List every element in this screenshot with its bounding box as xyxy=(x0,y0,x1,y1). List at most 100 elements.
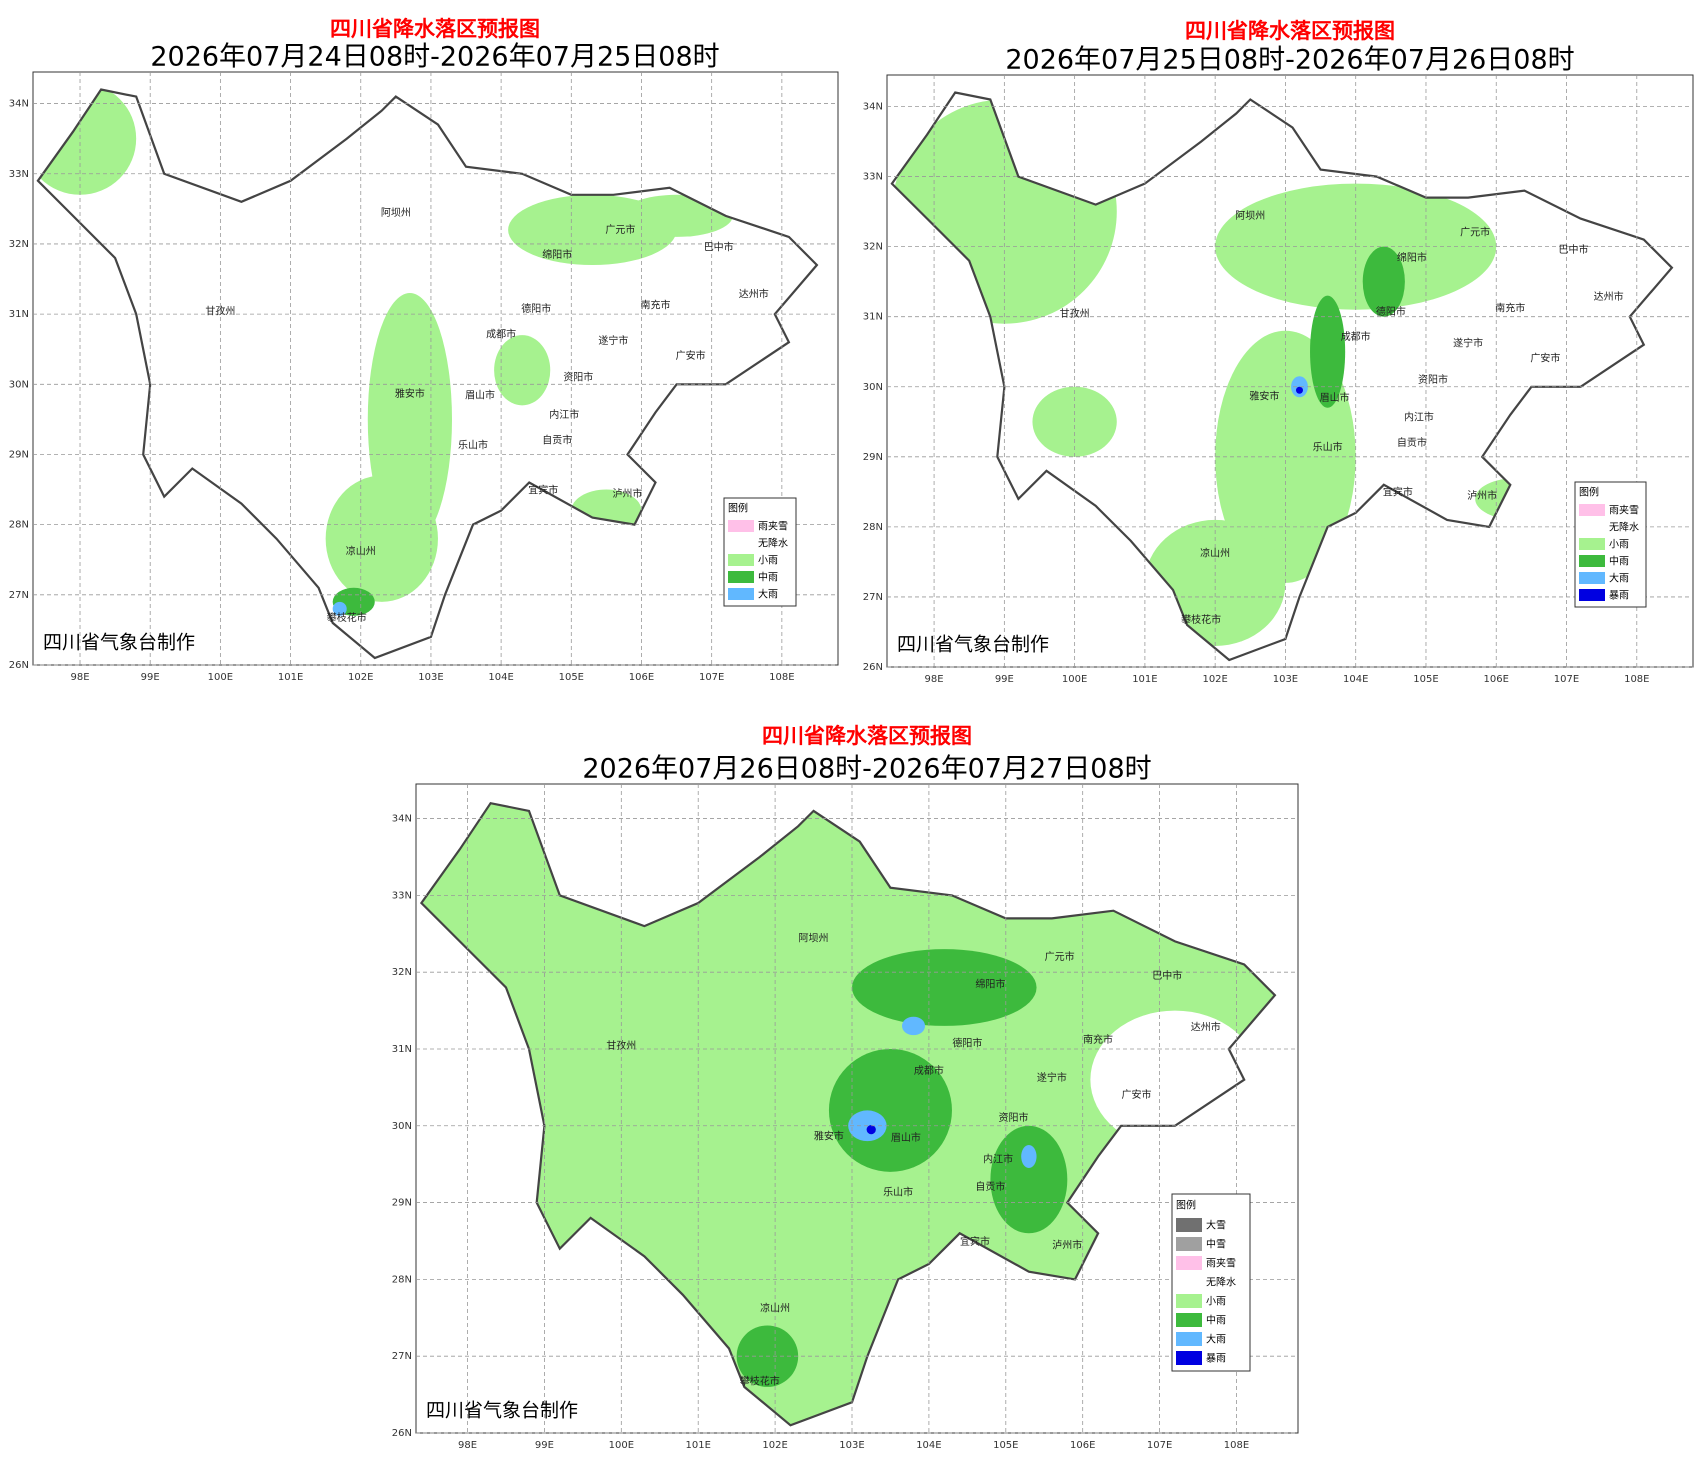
legend-swatch xyxy=(1176,1294,1202,1308)
lat-tick-label: 33N xyxy=(9,169,29,180)
city-label: 资阳市 xyxy=(998,1111,1028,1124)
lon-tick-label: 103E xyxy=(839,1440,864,1451)
legend-label: 大雨 xyxy=(1609,572,1629,585)
city-label: 南充市 xyxy=(641,299,671,312)
map-title: 四川省降水落区预报图 xyxy=(330,17,540,41)
lat-tick-label: 28N xyxy=(9,520,29,531)
lat-tick-label: 31N xyxy=(863,312,883,323)
legend-swatch xyxy=(1579,572,1605,584)
map-period: 2026年07月24日08时-2026年07月25日08时 xyxy=(150,42,719,73)
rain-area xyxy=(852,949,1037,1026)
lat-tick-label: 33N xyxy=(863,172,883,183)
city-label: 德阳市 xyxy=(952,1037,982,1050)
lon-tick-label: 106E xyxy=(629,672,654,683)
lon-tick-label: 99E xyxy=(141,672,160,683)
city-label: 凉山州 xyxy=(1200,547,1230,560)
credit: 四川省气象台制作 xyxy=(426,1400,578,1422)
rain-area xyxy=(1310,295,1346,408)
city-label: 广安市 xyxy=(676,349,706,362)
province-border xyxy=(419,801,1277,1427)
lon-tick-label: 98E xyxy=(70,672,89,683)
city-label: 阿坝州 xyxy=(1235,210,1265,222)
legend-title: 图例 xyxy=(728,502,748,515)
lat-tick-label: 30N xyxy=(392,1121,412,1132)
rain-area xyxy=(1362,246,1405,317)
city-label: 巴中市 xyxy=(704,240,734,253)
lat-tick-label: 34N xyxy=(392,814,412,825)
legend-swatch xyxy=(728,571,754,583)
city-label: 泸州市 xyxy=(1467,489,1497,502)
city-label: 阿坝州 xyxy=(381,207,411,219)
city-label: 遂宁市 xyxy=(1453,336,1483,349)
city-label: 绵阳市 xyxy=(542,248,572,261)
city-label: 眉山市 xyxy=(465,389,495,402)
city-label: 攀枝花市 xyxy=(740,1375,780,1388)
lat-tick-label: 30N xyxy=(863,382,883,393)
city-label: 泸州市 xyxy=(612,487,642,500)
legend-label: 无降水 xyxy=(1206,1276,1236,1289)
rain-area xyxy=(332,601,347,616)
lon-tick-label: 108E xyxy=(769,672,794,683)
city-label: 凉山州 xyxy=(760,1302,790,1315)
city-label: 雅安市 xyxy=(395,387,425,400)
city-label: 广安市 xyxy=(1122,1088,1152,1101)
city-label: 甘孜州 xyxy=(205,304,235,317)
lon-tick-label: 98E xyxy=(925,674,944,685)
lon-tick-label: 107E xyxy=(1147,1440,1172,1451)
city-label: 自贡市 xyxy=(975,1180,1005,1193)
city-label: 达州市 xyxy=(1191,1020,1221,1033)
city-label: 达州市 xyxy=(1594,290,1624,303)
credit: 四川省气象台制作 xyxy=(897,634,1049,656)
lat-tick-label: 26N xyxy=(863,662,883,673)
lat-tick-label: 26N xyxy=(9,660,29,671)
legend-swatch xyxy=(1176,1351,1202,1365)
legend-label: 暴雨 xyxy=(1206,1353,1226,1365)
rain-area xyxy=(866,1125,876,1135)
rain-areas xyxy=(37,89,733,616)
lat-tick-label: 30N xyxy=(9,379,29,390)
rain-areas xyxy=(736,949,1260,1387)
city-label: 阿坝州 xyxy=(799,932,829,944)
city-label: 德阳市 xyxy=(521,302,551,315)
city-label: 广元市 xyxy=(605,223,635,236)
rain-area xyxy=(901,1016,926,1036)
city-label: 广元市 xyxy=(1045,950,1075,963)
city-label: 乐山市 xyxy=(883,1186,913,1199)
lon-tick-label: 108E xyxy=(1624,674,1649,685)
city-label: 广元市 xyxy=(1460,226,1490,239)
credit: 四川省气象台制作 xyxy=(43,632,195,654)
lon-tick-label: 108E xyxy=(1224,1440,1249,1451)
lat-tick-label: 29N xyxy=(863,452,883,463)
lon-tick-label: 100E xyxy=(208,672,233,683)
lon-tick-label: 101E xyxy=(278,672,303,683)
city-label: 自贡市 xyxy=(1397,436,1427,449)
lon-tick-label: 104E xyxy=(488,672,513,683)
city-label: 自贡市 xyxy=(542,433,572,446)
map-panel: 四川省降水落区预报图 2026年07月26日08时-2026年07月27日08时 9… xyxy=(392,724,1299,1451)
map-title: 四川省降水落区预报图 xyxy=(1185,19,1395,43)
city-label: 巴中市 xyxy=(1559,243,1589,256)
legend-swatch xyxy=(1579,589,1605,601)
city-label: 绵阳市 xyxy=(975,977,1005,990)
map-period: 2026年07月25日08时-2026年07月26日08时 xyxy=(1005,45,1574,76)
lon-tick-label: 101E xyxy=(1132,674,1157,685)
lon-tick-label: 100E xyxy=(1062,674,1087,685)
legend-label: 中雪 xyxy=(1206,1238,1226,1251)
legend-label: 雨夹雪 xyxy=(1609,504,1639,517)
legend-swatch xyxy=(1579,504,1605,516)
legend-swatch xyxy=(728,537,754,549)
city-label: 攀枝花市 xyxy=(327,611,367,624)
lon-tick-label: 104E xyxy=(916,1440,941,1451)
legend-label: 大雪 xyxy=(1206,1219,1226,1232)
city-label: 资阳市 xyxy=(1418,373,1448,386)
lat-tick-label: 31N xyxy=(392,1044,412,1055)
city-label: 甘孜州 xyxy=(606,1039,636,1052)
rain-area xyxy=(828,1048,952,1172)
city-label: 眉山市 xyxy=(891,1131,921,1144)
legend-box xyxy=(1574,481,1647,608)
lon-tick-label: 105E xyxy=(993,1440,1018,1451)
legend-label: 小雨 xyxy=(758,555,778,567)
lon-tick-label: 102E xyxy=(348,672,373,683)
